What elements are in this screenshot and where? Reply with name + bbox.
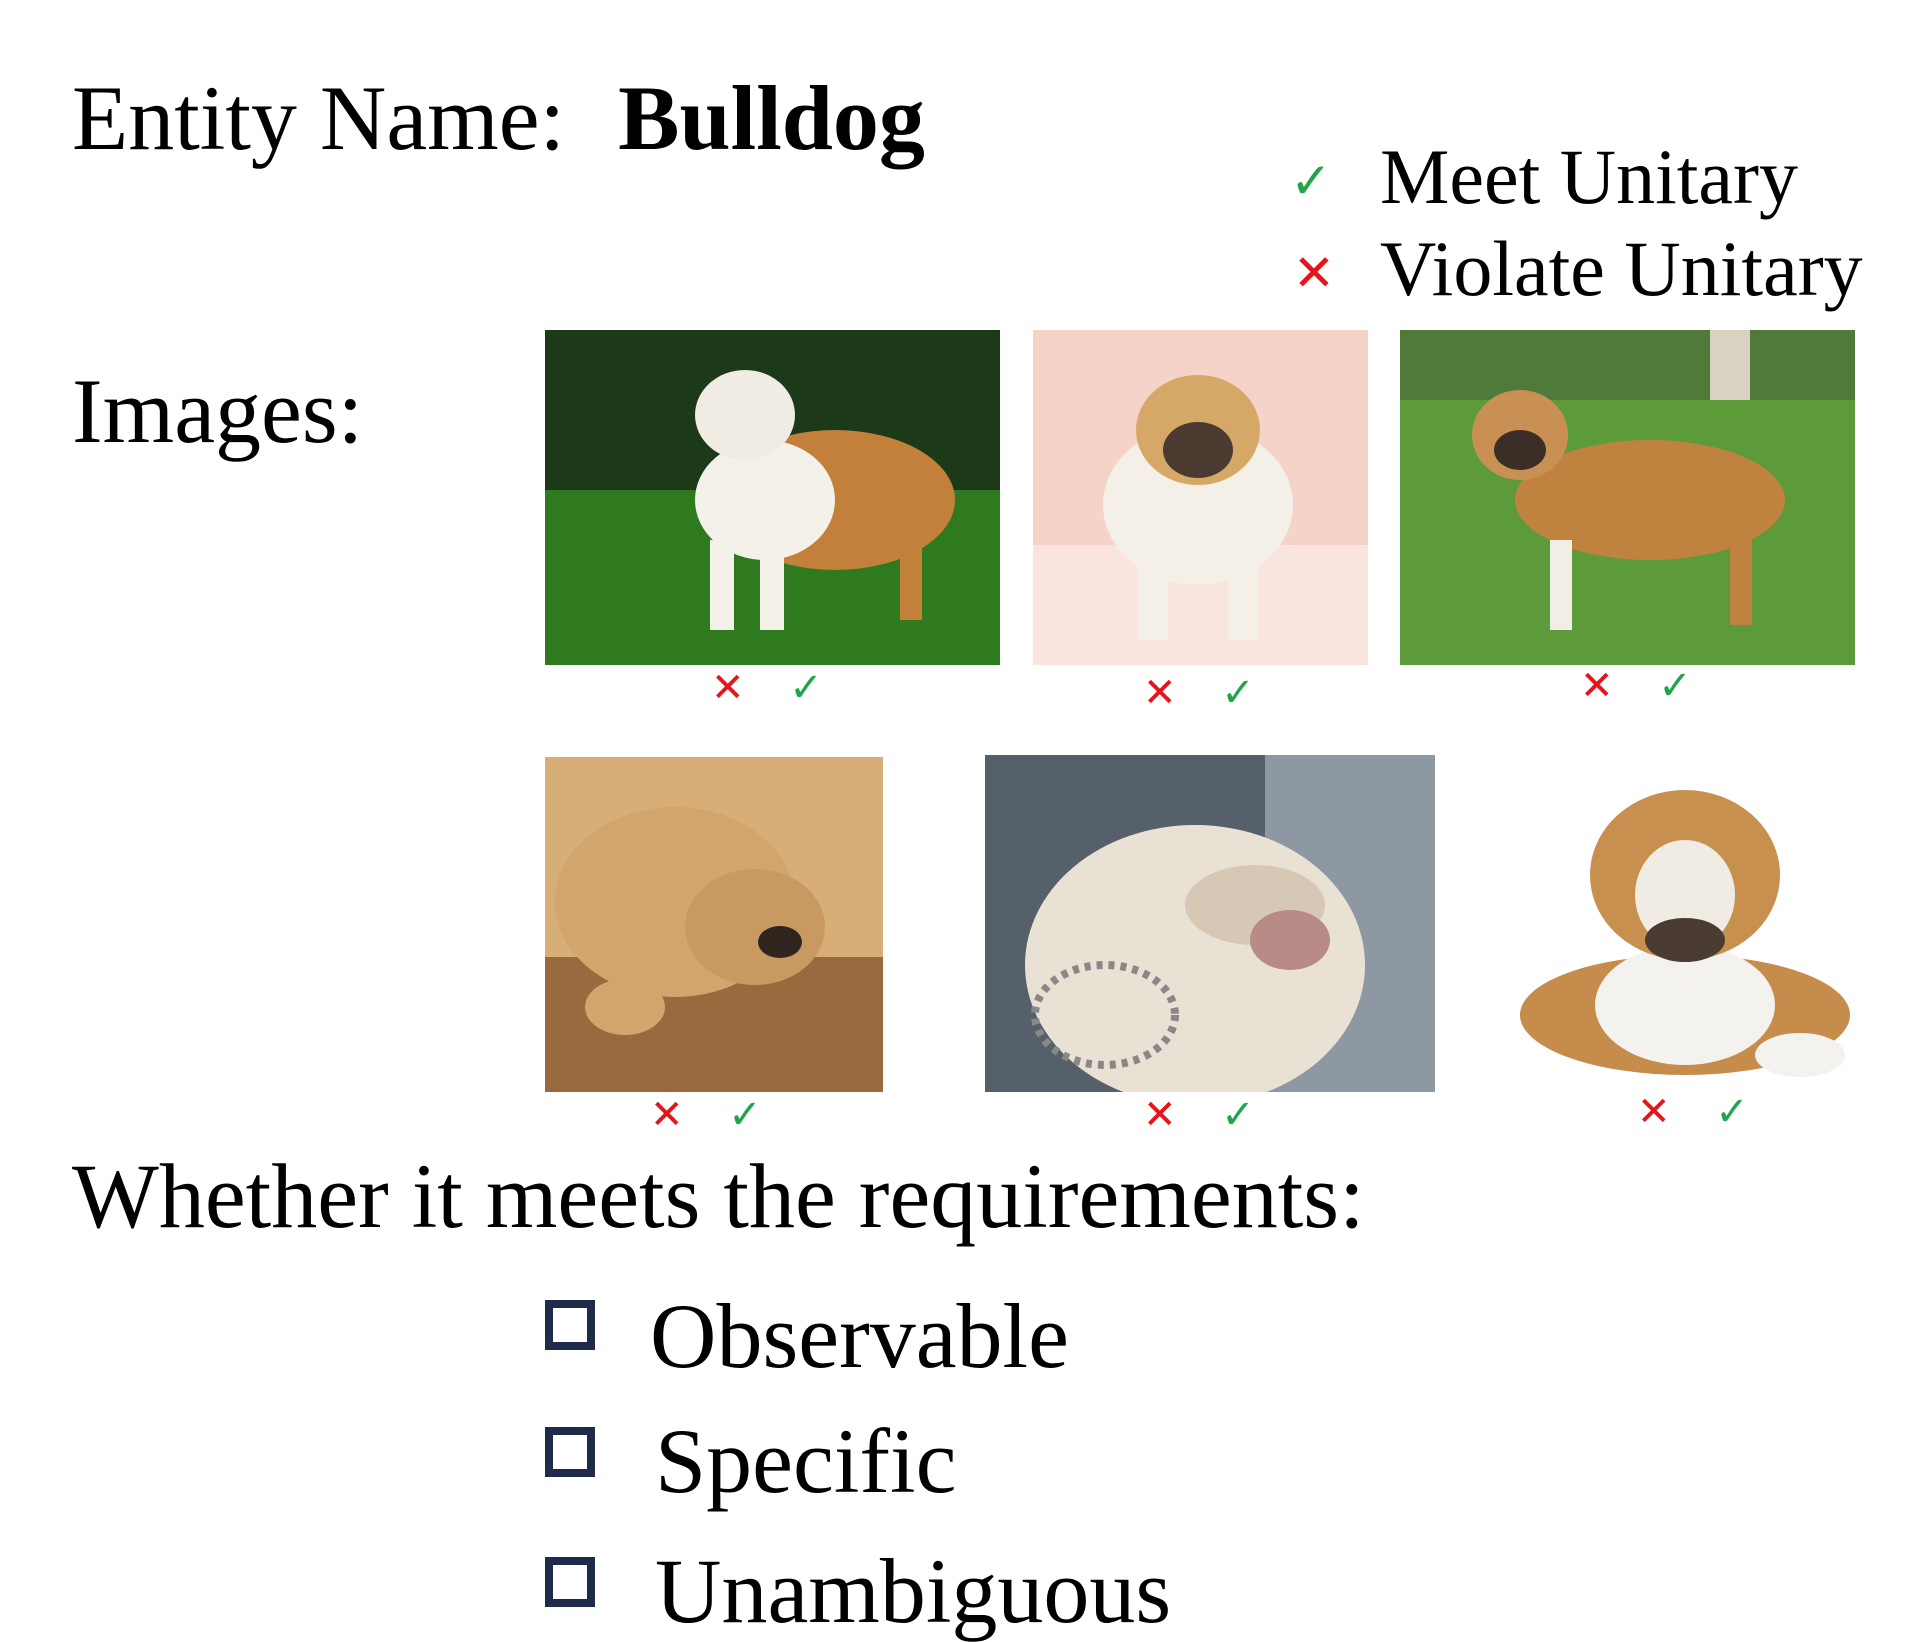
image-1-marks: ✕ ✓: [711, 668, 823, 708]
entity-name: Bulldog: [618, 67, 925, 169]
image-3-marks: ✕ ✓: [1580, 666, 1692, 706]
dog-photo-4: [545, 757, 883, 1092]
check-icon[interactable]: ✓: [789, 665, 823, 711]
checkbox-observable[interactable]: [545, 1300, 595, 1350]
requirement-label-observable: Observable: [650, 1285, 1069, 1387]
legend-label-violate: Violate Unitary: [1380, 225, 1863, 312]
check-icon[interactable]: ✓: [1221, 670, 1255, 716]
requirements-heading: Whether it meets the requirements:: [72, 1145, 1365, 1247]
image-4-marks: ✕ ✓: [650, 1095, 762, 1135]
entity-name-label: Entity Name: Bulldog: [72, 72, 925, 164]
checkbox-specific[interactable]: [545, 1427, 595, 1477]
cross-icon: ✕: [1293, 244, 1335, 302]
legend-label-meet: Meet Unitary: [1380, 133, 1799, 220]
cross-icon[interactable]: ✕: [1637, 1089, 1671, 1135]
cross-icon[interactable]: ✕: [1143, 670, 1177, 716]
check-icon[interactable]: ✓: [728, 1092, 762, 1138]
cross-icon[interactable]: ✕: [1143, 1092, 1177, 1138]
dog-photo-3: [1400, 330, 1855, 665]
dog-photo-1: [545, 330, 1000, 665]
image-2-marks: ✕ ✓: [1143, 673, 1255, 713]
cross-icon[interactable]: ✕: [711, 665, 745, 711]
dog-photo-5: [985, 755, 1435, 1092]
image-6-marks: ✕ ✓: [1637, 1092, 1749, 1132]
checkbox-unambiguous[interactable]: [545, 1557, 595, 1607]
image-5-marks: ✕ ✓: [1143, 1095, 1255, 1135]
check-icon[interactable]: ✓: [1221, 1092, 1255, 1138]
entity-label: Entity Name:: [72, 67, 566, 169]
check-icon[interactable]: ✓: [1715, 1089, 1749, 1135]
dog-photo-2: [1033, 330, 1368, 665]
images-label: Images:: [72, 360, 364, 462]
cross-icon[interactable]: ✕: [650, 1092, 684, 1138]
dog-photo-6: [1515, 765, 1855, 1090]
check-icon[interactable]: ✓: [1658, 663, 1692, 709]
requirement-label-unambiguous: Unambiguous: [655, 1540, 1172, 1642]
cross-icon[interactable]: ✕: [1580, 663, 1614, 709]
check-icon: ✓: [1290, 152, 1332, 210]
requirement-label-specific: Specific: [655, 1410, 957, 1512]
